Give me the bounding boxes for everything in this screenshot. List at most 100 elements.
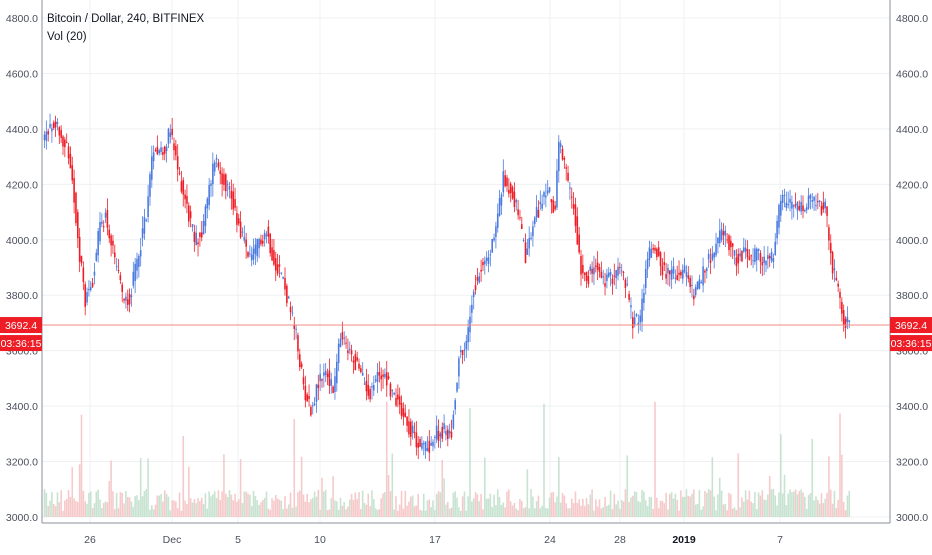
candle-body bbox=[828, 227, 830, 241]
candle-body bbox=[809, 194, 812, 199]
volume-bar bbox=[319, 509, 321, 517]
candle-body bbox=[613, 275, 616, 277]
volume-bar bbox=[373, 499, 375, 517]
volume-bar bbox=[565, 503, 567, 517]
volume-bar bbox=[336, 501, 338, 517]
volume-bar bbox=[291, 507, 294, 517]
volume-bar bbox=[337, 509, 340, 517]
volume-bar bbox=[602, 507, 604, 517]
volume-bar bbox=[193, 499, 196, 517]
candle-body bbox=[175, 145, 177, 156]
volume-bar bbox=[200, 497, 203, 517]
candle-body bbox=[188, 205, 190, 222]
candle-body bbox=[713, 252, 715, 258]
volume-bar bbox=[217, 490, 220, 517]
candle-body bbox=[219, 170, 222, 175]
candle-body bbox=[56, 121, 59, 124]
volume-bar bbox=[178, 492, 181, 517]
volume-bar bbox=[158, 495, 160, 517]
candle-body bbox=[572, 203, 575, 209]
volume-indicator-label[interactable]: Vol (20) bbox=[47, 31, 87, 43]
candle-body bbox=[674, 277, 677, 279]
candle-body bbox=[108, 229, 111, 239]
volume-bar bbox=[380, 498, 382, 517]
candle-body bbox=[595, 265, 597, 267]
candle-body bbox=[696, 281, 699, 289]
volume-bar bbox=[632, 495, 634, 517]
candle-body bbox=[51, 128, 53, 132]
candle-body bbox=[706, 268, 708, 272]
volume-bar bbox=[824, 498, 826, 517]
chart-legend[interactable]: Bitcoin / Dollar, 240, BITFINEX Vol (20) bbox=[47, 10, 204, 46]
volume-bar bbox=[530, 489, 532, 517]
candle-body bbox=[210, 183, 212, 186]
volume-bar bbox=[350, 493, 353, 517]
candle-body bbox=[278, 264, 281, 267]
candle-body bbox=[332, 386, 334, 393]
candle-body bbox=[535, 207, 538, 218]
volume-bar bbox=[232, 500, 234, 517]
candle-body bbox=[467, 327, 469, 343]
candle-body bbox=[498, 198, 501, 216]
symbol-title[interactable]: Bitcoin / Dollar, 240, BITFINEX bbox=[47, 13, 205, 25]
volume-bar bbox=[378, 509, 381, 517]
y-tick-label-left: 3200.0 bbox=[6, 457, 38, 469]
candle-body bbox=[831, 252, 834, 274]
y-tick-label-right: 4200.0 bbox=[896, 179, 928, 191]
candle-body bbox=[489, 254, 492, 256]
candle-body bbox=[543, 192, 545, 197]
volume-bar bbox=[358, 492, 360, 517]
volume-bar bbox=[91, 508, 94, 517]
y-tick-label-right: 4000.0 bbox=[896, 235, 928, 247]
candle-body bbox=[585, 271, 588, 281]
volume-bar bbox=[778, 492, 780, 517]
candle-body bbox=[504, 175, 506, 187]
volume-bar bbox=[498, 497, 501, 517]
volume-bar bbox=[521, 500, 523, 517]
candle-body bbox=[487, 257, 490, 264]
volume-bar bbox=[385, 401, 388, 517]
volume-bar bbox=[52, 504, 55, 517]
volume-bar bbox=[487, 498, 490, 517]
candle-body bbox=[58, 127, 61, 136]
candle-body bbox=[783, 194, 786, 196]
volume-bar bbox=[582, 498, 584, 517]
candle-body bbox=[300, 363, 303, 368]
volume-bar bbox=[476, 494, 479, 517]
candle-body bbox=[163, 146, 166, 154]
candle-body bbox=[447, 429, 449, 439]
candle-body bbox=[648, 247, 651, 260]
volume-bar bbox=[371, 490, 373, 517]
x-tick-label: 28 bbox=[614, 534, 626, 546]
candle-body bbox=[384, 373, 386, 378]
volume-bar bbox=[274, 494, 277, 517]
volume-bar bbox=[811, 438, 814, 517]
x-tick-label: 17 bbox=[429, 534, 441, 546]
volume-bar bbox=[595, 499, 597, 517]
volume-bar bbox=[428, 499, 431, 517]
volume-bar bbox=[256, 500, 259, 517]
candle-body bbox=[202, 220, 205, 235]
y-tick-label-left: 4000.0 bbox=[6, 235, 38, 247]
volume-bar bbox=[659, 500, 662, 517]
volume-bar bbox=[628, 502, 630, 517]
volume-bar bbox=[330, 498, 333, 517]
y-tick-label-left: 4200.0 bbox=[6, 179, 38, 191]
volume-bar bbox=[833, 490, 836, 517]
volume-bar bbox=[151, 505, 153, 517]
candle-body bbox=[47, 131, 49, 135]
volume-bar bbox=[175, 501, 177, 517]
volume-bar bbox=[210, 496, 212, 517]
candle-body bbox=[95, 252, 98, 261]
volume-bar bbox=[546, 508, 549, 517]
volume-bar bbox=[508, 489, 510, 517]
candle-body bbox=[101, 221, 103, 224]
candle-body bbox=[794, 204, 797, 206]
candle-body bbox=[500, 194, 503, 206]
volume-bar bbox=[86, 503, 88, 517]
volume-bar bbox=[706, 492, 708, 517]
candle-body bbox=[154, 150, 157, 152]
volume-bar bbox=[260, 502, 262, 517]
